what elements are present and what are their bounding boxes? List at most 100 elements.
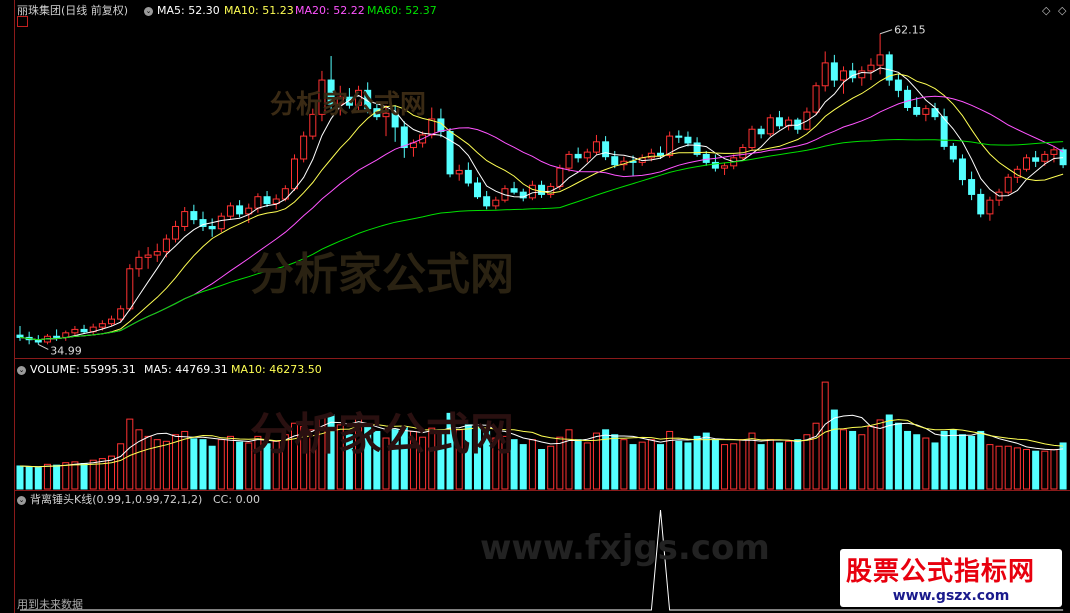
candle-body (949, 145, 957, 160)
candle-body (1004, 176, 1012, 193)
candle-body (757, 128, 765, 135)
candle-body (345, 96, 353, 106)
volume-bar (345, 434, 353, 490)
volume-bar (391, 429, 399, 490)
candle-body (675, 135, 683, 138)
candle-body (199, 219, 207, 227)
candle-body (968, 179, 976, 195)
volume-bar (428, 427, 436, 490)
volume-bar (437, 429, 445, 490)
volume-bar (272, 440, 280, 490)
ma10-value: MA10: 51.23 (224, 4, 294, 17)
volume-bar (71, 461, 79, 490)
diamond-icon[interactable]: ◇ (1042, 4, 1051, 17)
candle-body (711, 161, 719, 169)
candle-body (958, 158, 966, 181)
candle-body (53, 335, 61, 338)
volume-value: VOLUME: 55995.31 (30, 363, 136, 376)
volume-bar (721, 444, 729, 490)
candle-body (108, 318, 115, 325)
candle-body (190, 211, 198, 221)
volume-bar (693, 435, 701, 490)
volume-bar (894, 422, 902, 490)
candle-body (272, 198, 280, 205)
candle-body (355, 89, 363, 106)
volume-bar (904, 430, 912, 490)
candle-body (1050, 149, 1058, 155)
candle-body (565, 153, 573, 169)
candle-body (309, 113, 317, 137)
candle-body (1059, 149, 1067, 166)
volume-bar (62, 462, 70, 490)
volume-chevron-icon[interactable]: ⌄ (17, 366, 26, 375)
chevron-down-icon[interactable]: ⌄ (144, 7, 153, 16)
candle-body (538, 184, 546, 195)
volume-bar (226, 435, 234, 490)
volume-bar (409, 430, 417, 490)
diamond-icon-2[interactable]: ◇ (1058, 4, 1067, 17)
candle-body (748, 128, 756, 149)
candle-body (400, 126, 408, 149)
candle-body (885, 54, 893, 81)
candle-body (602, 141, 610, 158)
volume-bar (657, 444, 664, 490)
volume-bar (867, 426, 875, 490)
volume-bar (382, 437, 390, 490)
max-price-label: 62.15 (894, 24, 926, 37)
volume-bar (830, 409, 838, 490)
volume-bar (217, 439, 225, 490)
volume-bar (53, 464, 61, 490)
candle-body (556, 167, 564, 187)
candle-body (977, 193, 985, 215)
candle-body (455, 169, 463, 175)
candle-body (657, 152, 664, 157)
volume-ma10-line (19, 419, 1064, 468)
min-price-label: 34.99 (50, 344, 82, 357)
candle-body (840, 70, 847, 81)
volume-bar (812, 422, 820, 490)
candle-body (291, 158, 298, 190)
volume-bar (876, 419, 884, 490)
volume-bar (89, 459, 97, 490)
volume-bar (300, 426, 308, 490)
candle-body (117, 308, 125, 320)
volume-bar (885, 414, 893, 490)
ma60-line (19, 138, 1064, 341)
volume-bar (730, 443, 738, 490)
volume-bar (519, 444, 527, 490)
candle-body (236, 205, 244, 215)
price-panel-divider (14, 358, 1070, 359)
candle-body (181, 211, 189, 227)
candle-body (16, 334, 24, 338)
candle-body (327, 79, 335, 105)
candle-body (71, 328, 79, 334)
volume-bar (547, 445, 555, 490)
ma10-line (19, 73, 1064, 341)
volume-bar (849, 430, 857, 490)
candle-body (1041, 153, 1049, 162)
candle-body (519, 191, 527, 199)
candle-body (153, 251, 161, 256)
logo-url: www.gszx.com (892, 588, 1010, 604)
candle-body (226, 205, 234, 217)
volume-bar (199, 439, 207, 490)
volume-bar (236, 441, 244, 490)
candle-body (766, 117, 774, 135)
candle-body (693, 142, 701, 155)
ma5-value: MA5: 52.30 (157, 4, 220, 17)
candle-body (263, 196, 271, 205)
candle-body (913, 107, 921, 115)
volume-bar (318, 416, 326, 490)
volume-bar (1004, 445, 1012, 490)
volume-bar (748, 432, 756, 490)
candle-body (986, 199, 994, 215)
min-price-pointer (38, 343, 49, 350)
candle-body (794, 119, 802, 130)
volume-bar (336, 424, 344, 490)
logo-title: 股票公式指标网 (846, 557, 1036, 587)
ma20-value: MA20: 52.22 (295, 4, 365, 17)
candle-body (894, 79, 902, 91)
volume-bar (675, 440, 683, 490)
indicator-chevron-icon[interactable]: ⌄ (17, 496, 26, 505)
